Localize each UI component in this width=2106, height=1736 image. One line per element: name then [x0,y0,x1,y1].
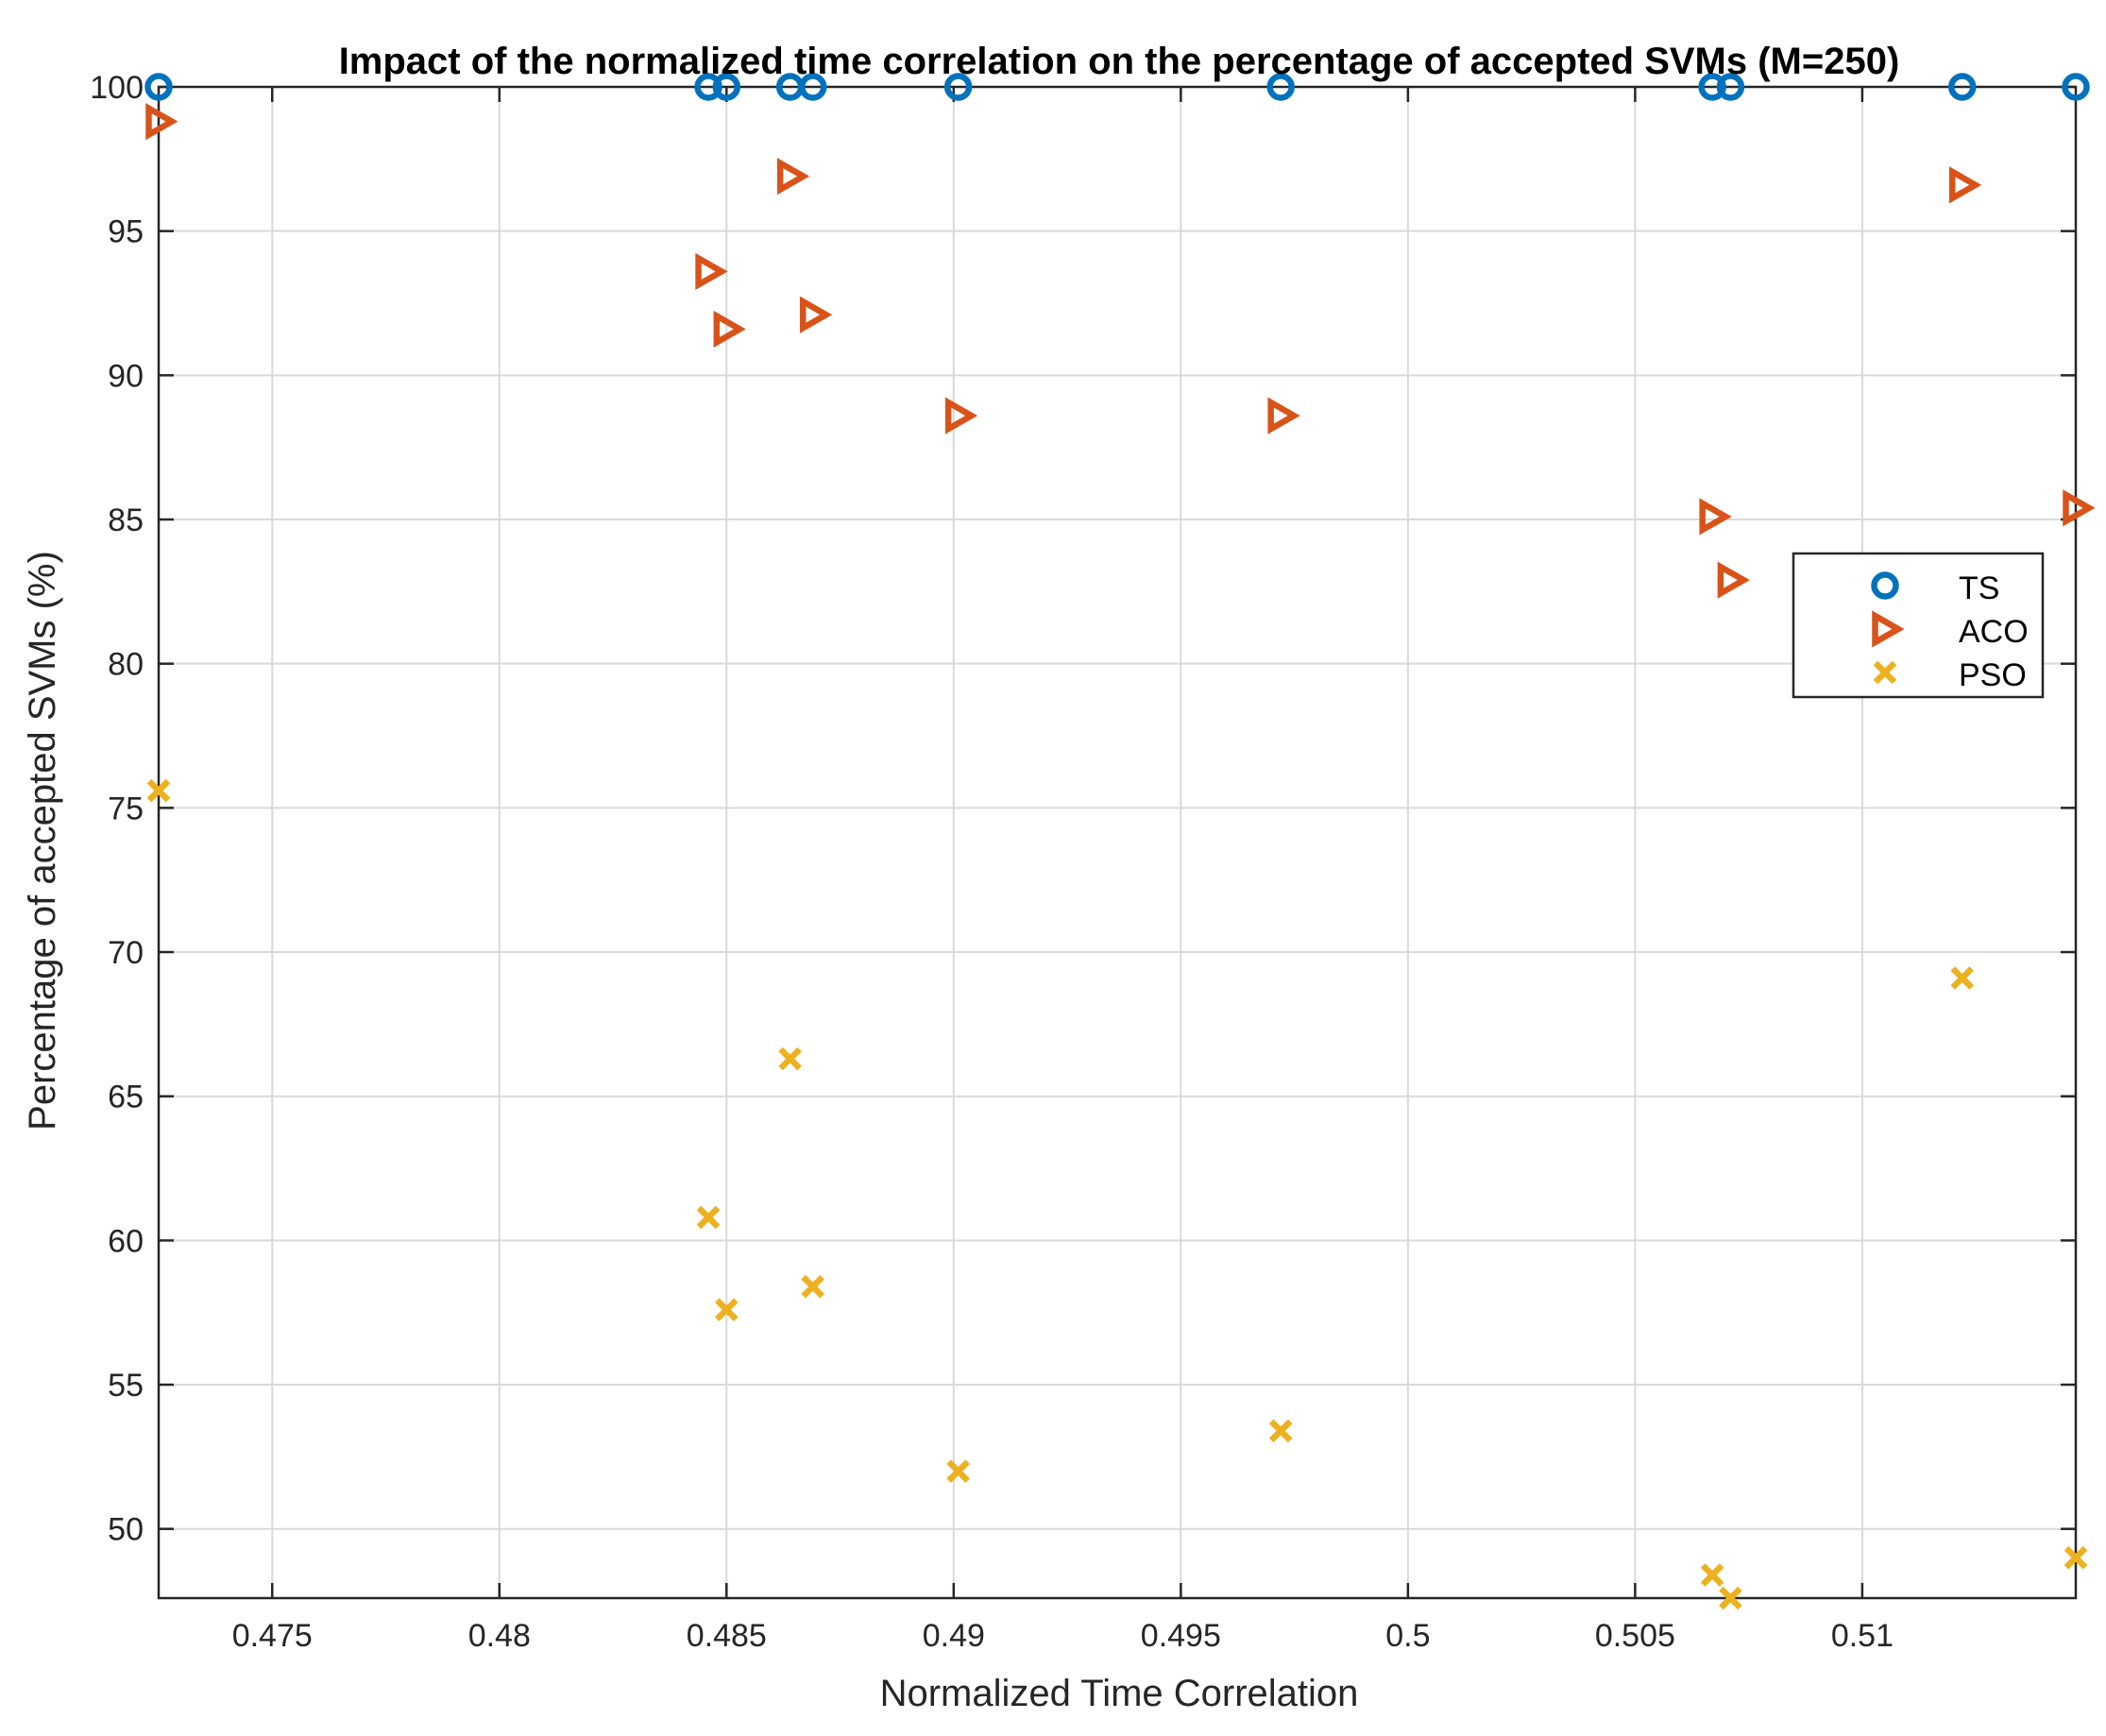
x-axis-label: Normalized Time Correlation [880,1673,1359,1714]
y-tick-label: 85 [108,502,144,538]
data-point-ts [943,73,973,101]
data-point-ts [694,73,722,101]
data-point-pso [1268,1419,1293,1443]
data-point-pso [1700,1563,1724,1587]
legend-entry-ts: TS [1871,570,1999,606]
data-point-aco [1699,498,1732,536]
series-aco [145,103,2096,599]
legend-entry-aco: ACO [1872,610,2029,650]
legend-symbol-pso [1873,660,1897,685]
data-point-aco [695,252,728,291]
data-point-aco [145,103,178,141]
series-pso [146,778,2088,1610]
chart-title: Impact of the normalized time correlatio… [339,41,1900,82]
data-point-pso [146,778,171,803]
series-ts [144,73,2090,101]
data-point-aco [1267,397,1300,434]
legend-entry-pso: PSO [1873,657,2027,693]
legend: TS ACO PSO [1792,552,2045,699]
y-tick-label: 55 [108,1368,144,1404]
grid-lines [159,87,2076,1598]
data-point-pso [801,1274,824,1299]
y-tick-label: 75 [108,791,144,826]
legend-box [1792,552,2045,699]
data-point-aco [1717,561,1750,599]
y-tick-label: 60 [108,1223,144,1259]
data-point-ts [798,73,827,101]
data-point-pso [2064,1545,2088,1570]
data-point-ts [2062,73,2090,101]
x-tick-label: 0.485 [687,1618,767,1654]
data-point-pso [778,1047,802,1071]
data-point-pso [1719,1586,1742,1610]
y-tick-label: 80 [108,647,144,683]
x-tick-label: 0.495 [1141,1618,1221,1654]
data-point-ts [1947,73,1977,101]
legend-symbol-ts [1871,571,1899,600]
data-point-aco [2063,489,2096,527]
plot-area-frame [157,85,2078,1600]
x-tick-label: 0.49 [923,1618,985,1654]
data-point-ts [1698,73,1726,101]
y-tick-label: 100 [90,70,144,106]
data-point-ts [1266,73,1295,101]
legend-label-ts: TS [1959,570,1999,606]
data-point-pso [696,1205,721,1230]
y-tick-label: 50 [108,1512,144,1548]
data-point-pso [946,1459,970,1483]
data-point-aco [799,296,833,333]
data-point-aco [944,397,978,434]
data-point-pso [1950,966,1975,990]
legend-marker-aco [1872,610,1905,648]
data-point-aco [713,310,746,349]
data-point-ts [144,73,173,101]
data-point-aco [1948,166,1982,204]
legend-label-pso: PSO [1959,657,2027,693]
legend-marker-pso [1873,660,1897,685]
y-axis-tick-labels: 50 55 60 65 70 75 80 85 90 95 100 [90,70,144,1548]
x-tick-label: 0.51 [1831,1618,1894,1654]
y-tick-label: 90 [108,358,144,394]
data-point-aco [776,158,810,196]
x-tick-label: 0.475 [232,1618,313,1654]
x-axis-tick-labels: 0.475 0.48 0.485 0.49 0.495 0.5 0.505 0.51 [232,1618,1894,1654]
y-tick-label: 70 [108,935,144,971]
data-markers [144,73,2096,1610]
y-tick-label: 95 [108,214,144,250]
legend-label-aco: ACO [1959,614,2029,650]
x-tick-label: 0.5 [1385,1618,1430,1654]
data-point-ts [1716,73,1745,101]
legend-symbol-aco [1872,610,1905,648]
data-point-ts [712,73,741,101]
y-axis-label: Percentage of accepted SVMs (%) [22,551,63,1131]
data-point-pso [715,1298,739,1321]
x-tick-label: 0.505 [1595,1618,1675,1654]
y-tick-label: 65 [108,1080,144,1115]
x-tick-label: 0.48 [468,1618,531,1654]
legend-marker-ts [1871,571,1899,600]
